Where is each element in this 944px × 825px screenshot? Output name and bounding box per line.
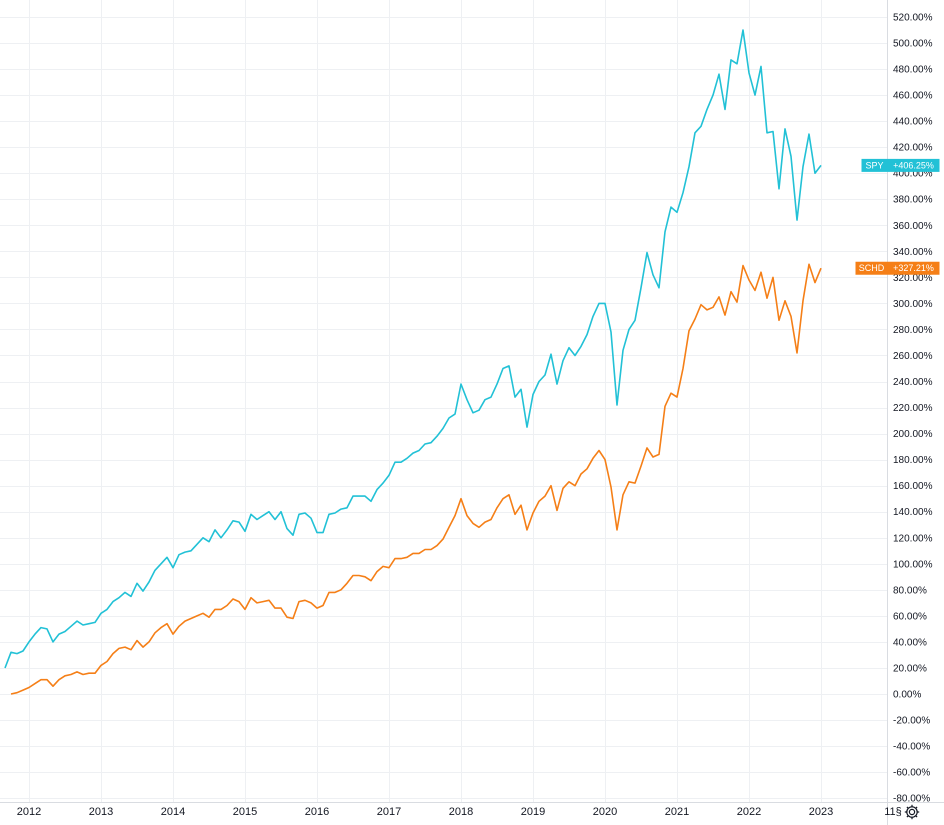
y-tick-label: 60.00%: [893, 611, 927, 622]
x-tick-label: 2018: [449, 806, 473, 818]
y-tick-label: 340.00%: [893, 247, 933, 258]
y-tick-label: 160.00%: [893, 481, 933, 492]
x-tick-label: 2017: [377, 806, 401, 818]
gear-icon: [904, 804, 920, 820]
y-tick-label: 40.00%: [893, 637, 927, 648]
y-tick-label: 120.00%: [893, 533, 933, 544]
series-value-label: +406.25%: [893, 160, 934, 170]
series-value-tag: [887, 261, 940, 275]
last-value-badge-schd: SCHD +327.21%: [855, 261, 940, 275]
y-tick-label: 140.00%: [893, 507, 933, 518]
x-tick-label: 2015: [233, 806, 257, 818]
series-line-spy: [4, 29, 822, 669]
x-tick-label: 2014: [161, 806, 185, 818]
x-tick-label: 2013: [89, 806, 113, 818]
y-tick-label: 260.00%: [893, 351, 933, 362]
y-tick-label: 100.00%: [893, 559, 933, 570]
x-tick-label: 11§: [884, 806, 902, 818]
time-axis[interactable]: 2012 2013 2014 2015 2016 2017 2018 2019 2020 2021…: [17, 806, 902, 818]
y-tick-label: 220.00%: [893, 403, 933, 414]
y-tick-label: -20.00%: [893, 716, 930, 727]
y-tick-label: 480.00%: [893, 65, 933, 76]
y-tick-label: 300.00%: [893, 299, 933, 310]
y-tick-label: 240.00%: [893, 377, 933, 388]
series-name-label: SCHD: [859, 263, 885, 273]
x-tick-label: 2019: [521, 806, 545, 818]
grid-lines: [0, 0, 887, 802]
y-tick-label: 180.00%: [893, 455, 933, 466]
y-tick-label: 500.00%: [893, 39, 933, 50]
series-value-label: +327.21%: [893, 263, 934, 273]
x-tick-label: 2012: [17, 806, 41, 818]
y-tick-label: 20.00%: [893, 663, 927, 674]
y-tick-label: 0.00%: [893, 690, 921, 701]
x-tick-label: 2022: [737, 806, 761, 818]
y-tick-label: 360.00%: [893, 221, 933, 232]
x-tick-label: 2020: [593, 806, 617, 818]
y-tick-label: 520.00%: [893, 12, 933, 23]
last-value-badge-spy: SPY +406.25%: [861, 158, 940, 172]
series-name-tag: [855, 261, 888, 275]
x-tick-label: 2016: [305, 806, 329, 818]
y-tick-label: -80.00%: [893, 794, 930, 805]
series-line-schd: [10, 263, 822, 695]
last-value-badges: SPY +406.25% SCHD +327.21%: [855, 158, 940, 275]
price-axis[interactable]: 520.00% 500.00% 480.00% 460.00% 440.00% 420.0…: [893, 12, 933, 804]
y-tick-label: -40.00%: [893, 742, 930, 753]
y-tick-label: 80.00%: [893, 585, 927, 596]
y-tick-label: 200.00%: [893, 429, 933, 440]
y-tick-label: 280.00%: [893, 325, 933, 336]
x-tick-label: 2021: [665, 806, 689, 818]
series-layer: [4, 29, 822, 695]
series-value-tag: [887, 158, 940, 172]
y-tick-label: 380.00%: [893, 195, 933, 206]
y-tick-label: 460.00%: [893, 91, 933, 102]
y-tick-label: 400.00%: [893, 169, 933, 180]
y-tick-label: 320.00%: [893, 273, 933, 284]
y-tick-label: 440.00%: [893, 117, 933, 128]
x-tick-label: 2023: [809, 806, 833, 818]
settings-button[interactable]: [900, 802, 924, 822]
series-name-label: SPY: [865, 160, 883, 170]
y-tick-label: -60.00%: [893, 768, 930, 779]
series-name-tag: [861, 158, 888, 172]
y-tick-label: 420.00%: [893, 143, 933, 154]
